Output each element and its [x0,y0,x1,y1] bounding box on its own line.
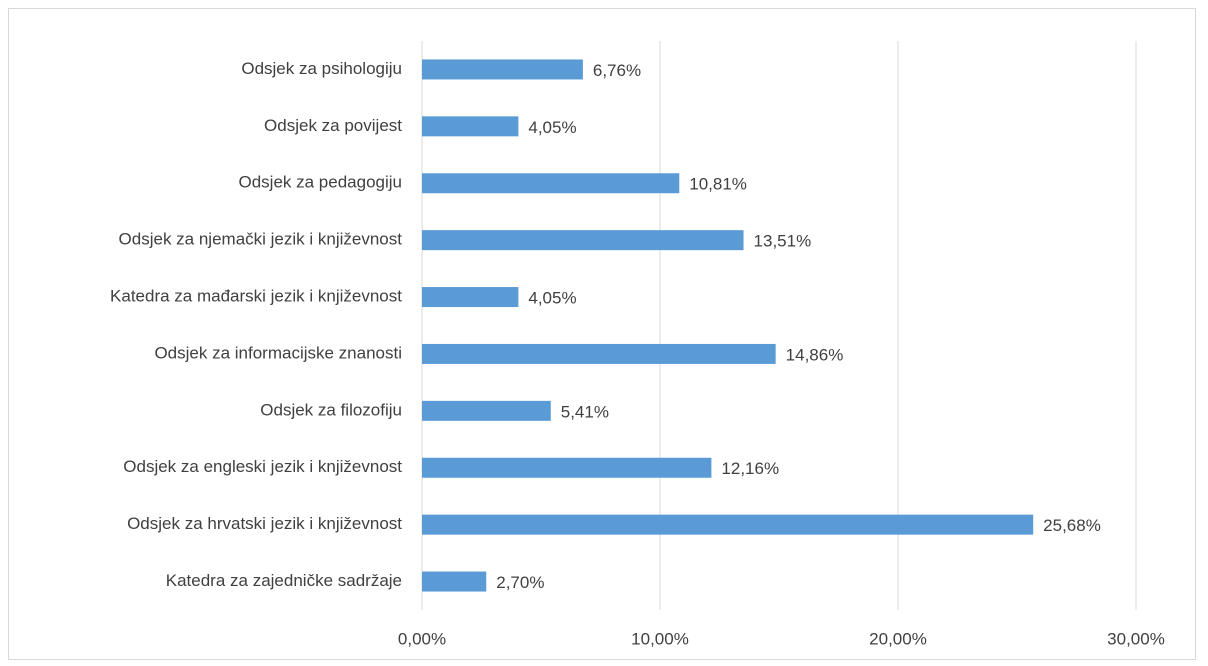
y-tick-label: Odsjek za filozofiju [260,400,402,419]
y-tick-label: Odsjek za pedagogiju [238,173,402,192]
bar [422,59,583,80]
data-label: 4,05% [528,118,576,137]
data-label: 6,76% [593,61,641,80]
x-tick-label: 10,00% [631,629,689,648]
y-tick-label: Katedra za mađarski jezik i književnost [110,287,402,306]
data-label: 2,70% [496,573,544,592]
bar [422,400,551,421]
bar [422,287,519,308]
y-tick-label: Odsjek za engleski jezik i književnost [123,457,402,476]
y-tick-label: Odsjek za psihologiju [241,59,402,78]
x-tick-label: 30,00% [1107,629,1165,648]
data-label: 12,16% [721,459,779,478]
bar [422,230,744,251]
data-label: 14,86% [786,345,844,364]
data-label: 4,05% [528,289,576,308]
x-tick-label: 0,00% [398,629,446,648]
bar [422,173,680,194]
y-tick-label: Odsjek za povijest [264,116,402,135]
data-label: 13,51% [754,232,812,251]
y-tick-label: Odsjek za hrvatski jezik i književnost [127,514,402,533]
y-tick-label: Odsjek za njemački jezik i književnost [119,230,403,249]
y-tick-label: Odsjek za informacijske znanosti [154,343,402,362]
x-tick-label: 20,00% [869,629,927,648]
bar [422,343,776,364]
data-label: 25,68% [1043,516,1101,535]
bar [422,457,712,478]
data-label: 10,81% [689,175,747,194]
data-label: 5,41% [561,402,609,421]
y-tick-label: Katedra za zajedničke sadržaje [166,571,402,590]
chart-border [8,8,1196,660]
bar [422,116,519,137]
bar [422,571,487,592]
bar [422,514,1034,535]
